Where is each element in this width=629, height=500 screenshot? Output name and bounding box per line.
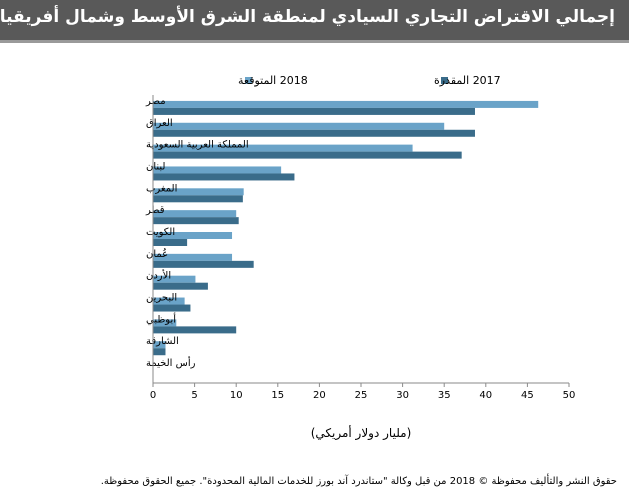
category-label: رأس الخيمة [146,356,196,369]
copyright-notice: حقوق النشر والتأليف محفوظة © 2018 من قبل… [100,476,617,487]
category-labels: مصر العراق المملكة العربية السعودية لبنان ال… [145,96,249,369]
category-label: الكويت [146,227,175,238]
bar-forecast-2018 [153,297,185,305]
x-tick-label: 40 [479,390,492,401]
bar-estimate-2017 [153,195,243,203]
category-label: الأردن [146,269,171,282]
x-tick-label: 50 [563,390,576,401]
category-label: البحرين [146,293,177,304]
x-tick-label: 10 [230,390,243,401]
x-tick-label: 15 [271,390,284,401]
chart-axes [152,95,570,387]
header-divider [0,40,629,43]
category-label: قطر [145,205,165,216]
bar-estimate-2017 [153,151,462,159]
legend-swatch [441,77,448,84]
bar-forecast-2018 [153,210,237,218]
category-label: العراق [146,118,173,129]
x-tick-label: 30 [396,390,409,401]
category-label: لبنان [146,161,165,172]
x-tick-label: 20 [313,390,326,401]
chart-bars [153,100,539,356]
x-axis-label: (مليار دولار أمريكي) [311,425,412,441]
legend-label: 2017 المقدرة [434,74,501,87]
bar-estimate-2017 [153,239,188,246]
x-tick-label: 35 [438,390,451,401]
bar-forecast-2018 [153,188,244,196]
x-tick-labels: 0 5 10 15 20 25 30 35 40 45 50 [150,390,576,401]
bar-estimate-2017 [153,348,166,356]
category-label: المغرب [146,183,177,194]
bar-estimate-2017 [153,173,295,181]
category-label: عُمان [146,248,168,260]
bar-estimate-2017 [153,282,208,290]
bar-forecast-2018 [153,341,166,349]
bar-forecast-2018 [153,253,233,261]
bar-estimate-2017 [153,107,475,115]
bar-forecast-2018 [153,122,445,130]
category-label: الشارقة [146,336,179,347]
bar-estimate-2017 [153,217,239,225]
bar-forecast-2018 [153,100,539,108]
bar-estimate-2017 [153,304,191,312]
legend-swatch [245,77,252,84]
bar-forecast-2018 [153,144,413,152]
bar-forecast-2018 [153,319,177,327]
category-label: المملكة العربية السعودية [146,140,249,151]
chart-legend: 2018 المتوقعة 2017 المقدرة [238,74,501,87]
x-tick-label: 45 [521,390,534,401]
x-tick-label: 25 [355,390,368,401]
bar-estimate-2017 [153,326,237,334]
category-label: أبوظبي [146,312,176,325]
x-tick-label: 0 [150,390,156,401]
page-title: إجمالي الاقتراض التجاري السيادي لمنطقة ا… [0,7,615,27]
bar-forecast-2018 [153,275,196,283]
bar-forecast-2018 [153,232,233,239]
bar-forecast-2018 [153,166,282,174]
bar-estimate-2017 [153,129,475,137]
category-label: مصر [145,96,166,107]
header-bar: إجمالي الاقتراض التجاري السيادي لمنطقة ا… [0,0,629,40]
bar-chart: 2018 المتوقعة 2017 المقدرة مصر العراق الممل… [145,74,576,441]
x-tick-label: 5 [191,390,197,401]
legend-label: 2018 المتوقعة [238,74,308,87]
bar-estimate-2017 [153,260,254,268]
